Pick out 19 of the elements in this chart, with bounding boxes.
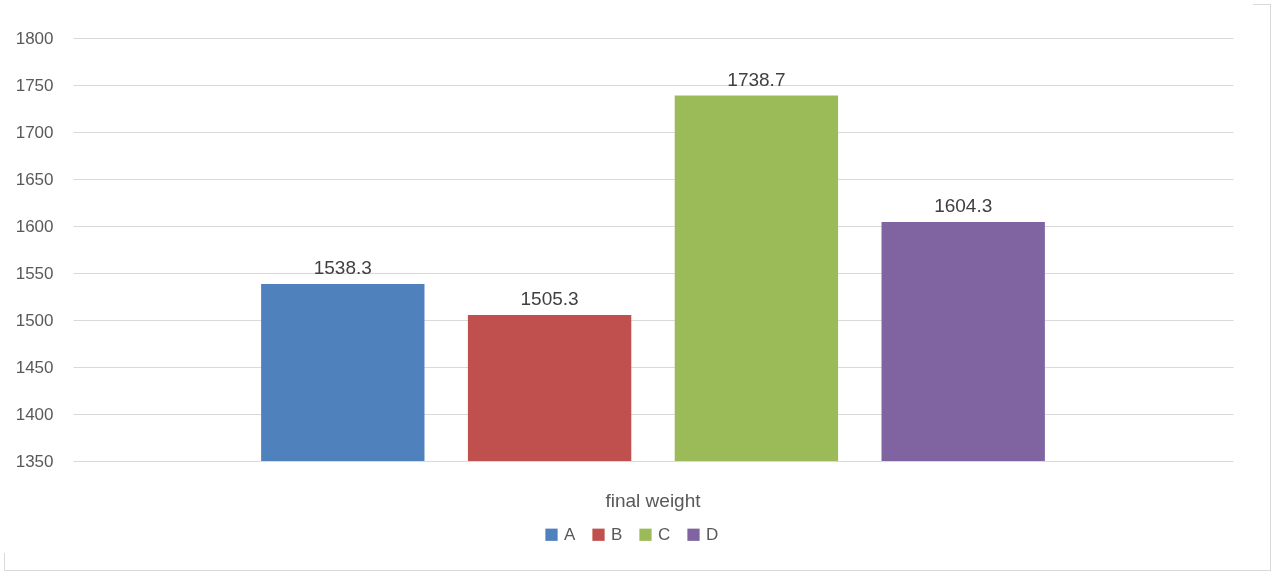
- y-tick-label: 1650: [15, 169, 54, 189]
- y-tick-label: 1450: [15, 357, 54, 377]
- legend-label: D: [706, 524, 719, 544]
- legend-label: A: [564, 524, 576, 544]
- y-tick-label: 1500: [15, 310, 54, 330]
- legend-label: B: [611, 524, 623, 544]
- data-label: 1505.3: [520, 288, 579, 310]
- y-tick-label: 1350: [15, 451, 54, 471]
- data-label: 1538.3: [313, 257, 372, 278]
- y-tick-label: 1600: [15, 216, 54, 236]
- y-tick-label: 1800: [15, 28, 54, 48]
- data-label: 1604.3: [934, 194, 993, 216]
- y-tick-label: 1400: [15, 404, 54, 424]
- legend-label: C: [658, 524, 671, 544]
- y-tick-label: 1750: [15, 75, 54, 95]
- x-tick-label: final weight: [605, 489, 702, 511]
- data-label: 1738.7: [727, 68, 786, 90]
- y-tick-label: 1700: [15, 122, 54, 142]
- y-tick-label: 1550: [15, 263, 54, 283]
